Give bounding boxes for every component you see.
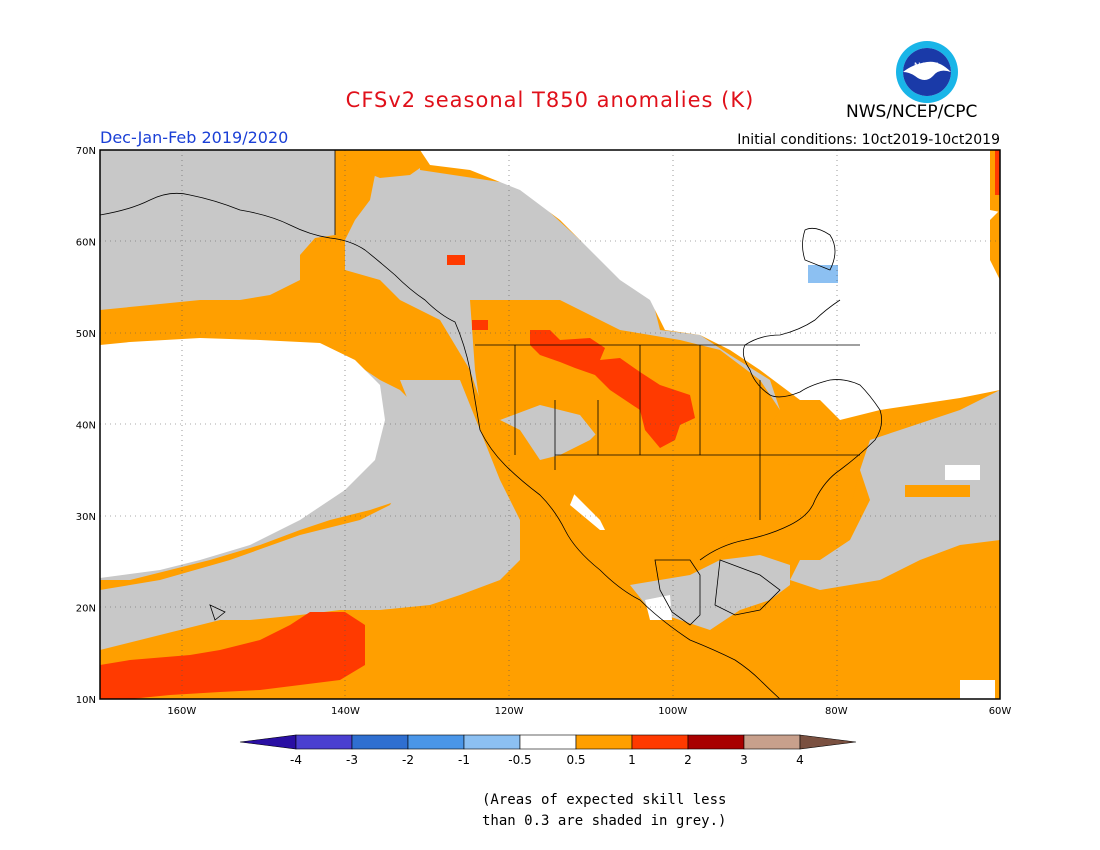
legend-tick: -4 [290,753,302,767]
logo-text: NOAA [914,62,941,72]
legend-box [687,734,745,750]
legend-tick-labels: -4 -3 -2 -1 -0.5 0.5 1 2 3 4 [290,753,804,767]
skill-note-line2: than 0.3 are shaded in grey.) [482,813,727,829]
graticule [100,150,1000,699]
legend-box [519,734,577,750]
agency-label: NWS/NCEP/CPC [846,102,978,122]
lat-label: 60N [76,238,96,249]
coastlines [100,150,883,699]
legend-tick: -3 [346,753,358,767]
legend-tick: 2 [684,753,692,767]
chart-title: CFSv2 seasonal T850 anomalies (K) [345,88,755,112]
longitude-labels: 160W 140W 120W 100W 80W 60W [167,706,1011,717]
legend-tick: -0.5 [508,753,531,767]
lat-label: 40N [76,421,96,432]
low-skill-areas [100,150,1000,650]
latitude-labels: 70N 60N 50N 40N 30N 20N 10N [76,146,96,706]
strong-warm-areas [100,150,1000,699]
legend-tick: 1 [628,753,636,767]
lon-label: 140W [331,706,360,717]
legend-box [575,734,633,750]
lat-label: 20N [76,604,96,615]
legend-tick: 0.5 [566,753,585,767]
initial-conditions: Initial conditions: 10ct2019-10ct2019 [737,132,1000,148]
legend-box [407,734,465,750]
skill-note: (Areas of expected skill less than 0.3 a… [482,790,726,832]
legend-color-boxes [239,734,857,750]
legend-box [631,734,689,750]
noaa-logo-icon: NOAA [896,41,958,103]
legend-tick: 4 [796,753,804,767]
map-frame [99,149,1001,700]
legend-tick: -1 [458,753,470,767]
lon-label: 60W [989,706,1012,717]
lon-label: 120W [495,706,524,717]
lon-label: 80W [825,706,848,717]
lat-label: 50N [76,329,96,340]
forecast-period: Dec-Jan-Feb 2019/2020 [100,128,289,147]
legend-tick: 3 [740,753,748,767]
legend-arrow-max [799,734,857,750]
anomaly-field-warm [100,150,1000,699]
legend-box [295,734,353,750]
legend-box [351,734,409,750]
lon-label: 160W [167,706,196,717]
cool-anomaly-area [808,265,838,283]
lat-label: 10N [76,695,96,706]
skill-note-line1: (Areas of expected skill less [482,792,727,808]
legend-box [463,734,521,750]
warm-areas [345,150,1000,575]
lat-label: 30N [76,512,96,523]
lon-label: 100W [658,706,687,717]
lat-label: 70N [76,146,96,157]
neutral-areas [100,150,1000,699]
legend-tick: -2 [402,753,414,767]
legend-box [743,734,801,750]
legend-arrow-min [239,734,297,750]
